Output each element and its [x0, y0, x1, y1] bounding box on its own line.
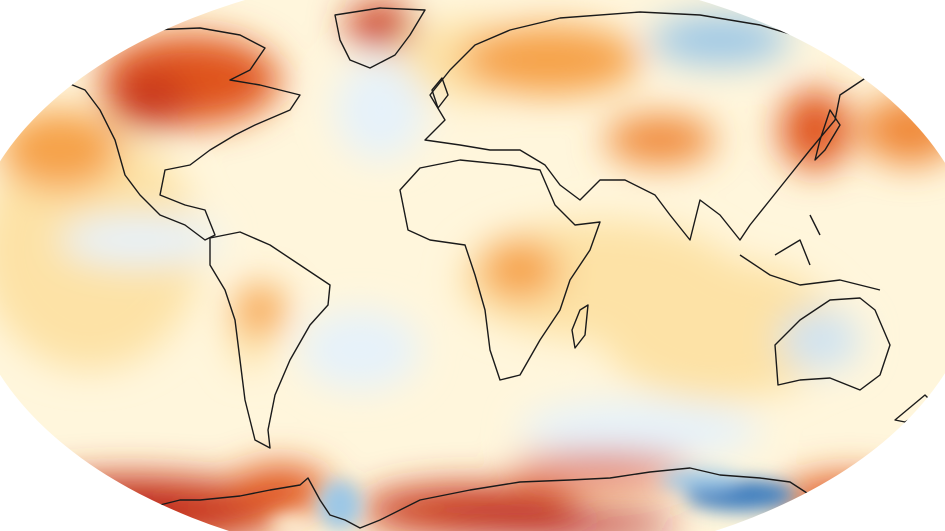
cool-anomalies [270, 470, 795, 531]
uk-outline [431, 77, 449, 109]
south-america-outline [209, 231, 331, 449]
africa-outline [399, 159, 601, 381]
north-america-outline [39, 27, 301, 241]
greenland-outline [334, 7, 426, 69]
madagascar-outline [571, 304, 589, 349]
anomaly-field [0, 3, 945, 531]
indonesia-outline [739, 214, 881, 291]
japan-outline [814, 109, 841, 161]
australia-outline [774, 297, 891, 391]
eurasia-outline [424, 11, 871, 241]
coastlines [39, 7, 936, 529]
antarctica-outline [79, 467, 811, 529]
